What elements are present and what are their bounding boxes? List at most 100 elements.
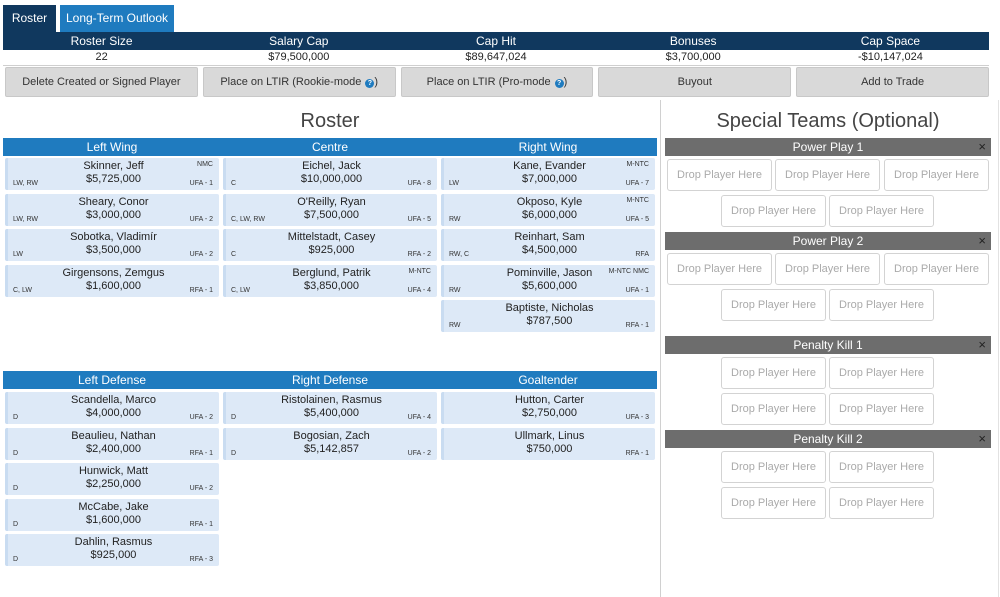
player-salary: $1,600,000 xyxy=(85,279,142,292)
drop-slot[interactable]: Drop Player Here xyxy=(829,357,934,389)
player-name: Skinner, Jeff xyxy=(83,160,144,172)
player-card[interactable]: Beaulieu, Nathan $2,400,000 D RFA - 1 xyxy=(5,427,219,460)
player-name: Hunwick, Matt xyxy=(78,465,149,477)
player-card[interactable]: Pominville, Jason $5,600,000 RW UFA - 1 M-NT… xyxy=(441,264,655,297)
drop-slot[interactable]: Drop Player Here xyxy=(721,451,826,483)
player-card[interactable]: McCabe, Jake $1,600,000 D RFA - 1 xyxy=(5,498,219,531)
player-position: C, LW, RW xyxy=(231,215,265,223)
right-wing-header: Right Wing xyxy=(518,140,578,154)
player-card[interactable]: Reinhart, Sam $4,500,000 RW, C RFA xyxy=(441,229,655,261)
player-position: D xyxy=(13,449,19,457)
drop-slot[interactable]: Drop Player Here xyxy=(667,253,772,285)
buyout-button[interactable]: Buyout xyxy=(598,67,792,97)
cap-hit-value: $89,647,024 xyxy=(465,51,527,63)
player-salary: $3,500,000 xyxy=(85,244,142,256)
player-card[interactable]: O'Reilly, Ryan $7,500,000 C, LW, RW UFA - 5 xyxy=(223,193,437,226)
player-clause: M-NTC xyxy=(626,161,649,168)
player-name: Sheary, Conor xyxy=(78,195,149,208)
player-contract: UFA - 2 xyxy=(189,215,213,223)
drop-slot[interactable]: Drop Player Here xyxy=(884,159,989,191)
player-card[interactable]: Bogosian, Zach $5,142,857 D UFA - 2 xyxy=(223,427,437,460)
player-contract: UFA - 8 xyxy=(407,180,431,187)
close-icon[interactable]: × xyxy=(978,233,986,248)
player-salary: $1,600,000 xyxy=(85,513,142,526)
player-salary: $5,600,000 xyxy=(521,279,578,292)
player-card[interactable]: Baptiste, Nicholas $787,500 RW RFA - 1 xyxy=(441,300,655,332)
player-salary: $5,400,000 xyxy=(303,407,360,419)
player-position: C xyxy=(231,251,237,258)
tab-roster[interactable]: Roster xyxy=(3,5,56,32)
player-salary: $7,500,000 xyxy=(303,208,360,221)
player-salary: $2,750,000 xyxy=(521,407,578,419)
player-position: C, LW xyxy=(231,286,250,294)
close-icon[interactable]: × xyxy=(978,337,986,352)
ltir-rookie-paren: ) xyxy=(374,76,379,88)
player-card[interactable]: Dahlin, Rasmus $925,000 D RFA - 3 xyxy=(5,534,219,566)
player-name: O'Reilly, Ryan xyxy=(297,195,366,208)
player-card[interactable]: Girgensons, Zemgus $1,600,000 C, LW RFA - 1 xyxy=(5,264,219,297)
player-contract: RFA - 1 xyxy=(625,322,649,329)
drop-slot[interactable]: Drop Player Here xyxy=(829,451,934,483)
special-team-header: Penalty Kill 1 × xyxy=(665,336,991,354)
player-name: Eichel, Jack xyxy=(302,160,361,172)
drop-slot[interactable]: Drop Player Here xyxy=(775,159,880,191)
player-card[interactable]: Sheary, Conor $3,000,000 LW, RW UFA - 2 xyxy=(5,193,219,226)
player-card[interactable]: Ristolainen, Rasmus $5,400,000 D UFA - 4 xyxy=(223,392,437,424)
drop-slot[interactable]: Drop Player Here xyxy=(884,253,989,285)
player-salary: $5,725,000 xyxy=(85,173,142,185)
close-icon[interactable]: × xyxy=(978,431,986,446)
player-salary: $4,000,000 xyxy=(85,407,142,419)
cap-summary-table: Roster Size Salary Cap Cap Hit Bonuses C… xyxy=(3,32,989,66)
help-icon[interactable]: ? xyxy=(554,79,564,88)
player-card[interactable]: Hutton, Carter $2,750,000 UFA - 3 xyxy=(441,392,655,424)
delete-created-player-button[interactable]: Delete Created or Signed Player xyxy=(5,67,198,97)
player-card[interactable]: Mittelstadt, Casey $925,000 C RFA - 2 xyxy=(223,229,437,261)
player-card[interactable]: Eichel, Jack $10,000,000 C UFA - 8 xyxy=(223,158,437,190)
drop-slot[interactable]: Drop Player Here xyxy=(721,487,826,519)
player-salary: $10,000,000 xyxy=(300,173,363,185)
player-card[interactable]: Scandella, Marco $4,000,000 D UFA - 2 xyxy=(5,392,219,424)
drop-slot[interactable]: Drop Player Here xyxy=(721,195,826,227)
right-edge-divider xyxy=(998,100,999,597)
player-card[interactable]: Skinner, Jeff $5,725,000 LW, RW UFA - 1 NMC xyxy=(5,158,219,190)
tab-long-term-outlook[interactable]: Long-Term Outlook xyxy=(60,5,174,32)
tab-bar: Roster Long-Term Outlook xyxy=(3,5,174,32)
player-contract: RFA - 1 xyxy=(189,520,213,528)
drop-slot[interactable]: Drop Player Here xyxy=(829,289,934,321)
player-name: Bogosian, Zach xyxy=(293,429,370,442)
player-name: Reinhart, Sam xyxy=(514,231,585,243)
drop-slot[interactable]: Drop Player Here xyxy=(721,357,826,389)
drop-slot[interactable]: Drop Player Here xyxy=(667,159,772,191)
player-name: Ristolainen, Rasmus xyxy=(281,394,382,406)
help-icon[interactable]: ? xyxy=(365,79,375,88)
player-card[interactable]: Berglund, Patrik $3,850,000 C, LW UFA - 4 M-… xyxy=(223,264,437,297)
ltir-pro-button[interactable]: Place on LTIR (Pro-mode ?) xyxy=(400,67,594,97)
drop-slot[interactable]: Drop Player Here xyxy=(721,289,826,321)
drop-slot[interactable]: Drop Player Here xyxy=(829,393,934,425)
player-position: D xyxy=(13,485,19,492)
player-card[interactable]: Sobotka, Vladimír $3,500,000 LW UFA - 2 xyxy=(5,229,219,261)
defense-header: Left Defense Right Defense Goaltender xyxy=(3,371,657,389)
player-contract: UFA - 2 xyxy=(189,485,213,492)
player-name: McCabe, Jake xyxy=(78,500,149,513)
player-card[interactable]: Okposo, Kyle $6,000,000 RW UFA - 5 M-NTC xyxy=(441,193,655,226)
player-card[interactable]: Kane, Evander $7,000,000 LW UFA - 7 M-NTC xyxy=(441,158,655,190)
player-contract: RFA - 1 xyxy=(189,286,213,294)
player-contract: RFA - 1 xyxy=(625,449,649,457)
add-to-trade-button[interactable]: Add to Trade xyxy=(796,67,989,97)
roster-size-value: 22 xyxy=(95,51,108,63)
drop-slot[interactable]: Drop Player Here xyxy=(775,253,880,285)
drop-slot[interactable]: Drop Player Here xyxy=(829,487,934,519)
close-icon[interactable]: × xyxy=(978,139,986,154)
ltir-rookie-label: Place on LTIR (Rookie-mode xyxy=(220,76,365,88)
drop-slot[interactable]: Drop Player Here xyxy=(829,195,934,227)
ltir-rookie-button[interactable]: Place on LTIR (Rookie-mode ?) xyxy=(202,67,396,97)
player-name: Beaulieu, Nathan xyxy=(71,429,156,442)
player-contract: UFA - 1 xyxy=(189,180,213,187)
player-position: LW xyxy=(449,180,459,187)
drop-slot[interactable]: Drop Player Here xyxy=(721,393,826,425)
cap-space-header: Cap Space xyxy=(860,34,921,48)
player-card[interactable]: Ullmark, Linus $750,000 RFA - 1 xyxy=(441,427,655,460)
player-position: RW xyxy=(449,322,461,329)
player-card[interactable]: Hunwick, Matt $2,250,000 D UFA - 2 xyxy=(5,463,219,495)
